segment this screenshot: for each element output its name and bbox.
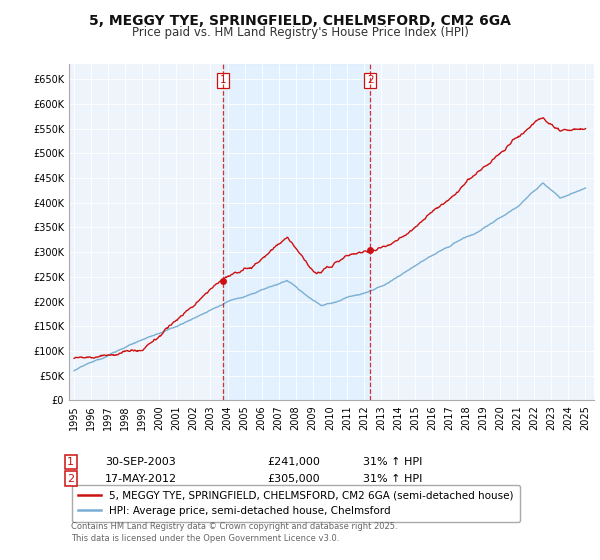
Text: 2: 2 [367, 75, 374, 85]
Bar [223, 64, 370, 400]
Legend: 5, MEGGY TYE, SPRINGFIELD, CHELMSFORD, CM2 6GA (semi-detached house), HPI: Avera: 5, MEGGY TYE, SPRINGFIELD, CHELMSFORD, C… [71, 484, 520, 522]
Text: 31% ↑ HPI: 31% ↑ HPI [363, 457, 422, 467]
Text: 31% ↑ HPI: 31% ↑ HPI [363, 474, 422, 484]
Text: 17-MAY-2012: 17-MAY-2012 [105, 474, 177, 484]
Text: 1: 1 [67, 457, 74, 467]
Text: 2: 2 [67, 474, 74, 484]
Text: Price paid vs. HM Land Registry's House Price Index (HPI): Price paid vs. HM Land Registry's House … [131, 26, 469, 39]
Text: 5, MEGGY TYE, SPRINGFIELD, CHELMSFORD, CM2 6GA: 5, MEGGY TYE, SPRINGFIELD, CHELMSFORD, C… [89, 14, 511, 28]
Text: £241,000: £241,000 [267, 457, 320, 467]
Text: £305,000: £305,000 [267, 474, 320, 484]
Text: Contains HM Land Registry data © Crown copyright and database right 2025.
This d: Contains HM Land Registry data © Crown c… [71, 522, 397, 543]
Text: 30-SEP-2003: 30-SEP-2003 [105, 457, 176, 467]
Text: 1: 1 [220, 75, 227, 85]
